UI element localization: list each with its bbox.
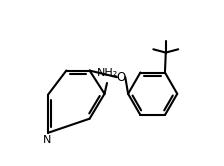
Text: NH₂: NH₂ xyxy=(96,68,118,78)
Text: O: O xyxy=(116,71,126,84)
Text: N: N xyxy=(43,135,52,145)
